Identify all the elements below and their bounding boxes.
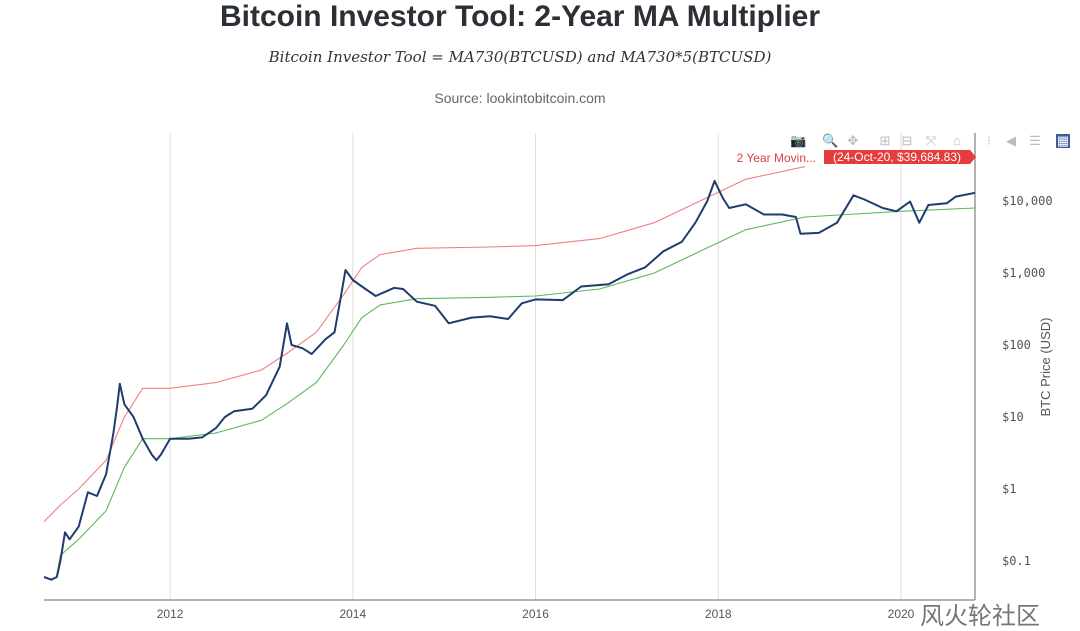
watermark: 风火轮社区 (920, 602, 1040, 630)
hover-closest-icon[interactable]: ◀ (1006, 133, 1016, 148)
x-tick-label: 2018 (705, 607, 732, 621)
plotly-logo-icon[interactable]: ▦ (1056, 133, 1070, 148)
zoom-in-icon[interactable]: ⊞ (879, 133, 891, 148)
formula: Bitcoin Investor Tool = MA730(BTCUSD) an… (268, 48, 772, 66)
pan-icon[interactable]: ✥ (847, 133, 859, 148)
series-2-year-moving-average-x5 (43, 166, 806, 523)
y-tick-label: $1,000 (1002, 266, 1045, 280)
y-tick-label: $0.1 (1002, 554, 1031, 568)
y-tick-label: $100 (1002, 338, 1031, 352)
y-tick-label: $10,000 (1002, 194, 1053, 208)
x-tick-label: 2012 (157, 607, 184, 621)
chart-title: Bitcoin Investor Tool: 2-Year MA Multipl… (219, 0, 821, 33)
camera-icon[interactable]: 📷 (790, 133, 807, 148)
x-tick-label: 2016 (522, 607, 549, 621)
x-tick-label: 2014 (339, 607, 366, 621)
y-tick-label: $1 (1002, 482, 1016, 496)
source-text: Source: lookintobitcoin.com (434, 90, 606, 106)
y-tick-label: $10 (1002, 410, 1024, 424)
y-axis-title: BTC Price (USD) (1038, 318, 1053, 417)
reset-icon[interactable]: ⌂ (953, 133, 961, 148)
hover-label-box (824, 150, 976, 164)
series-2-year-moving-average (56, 207, 976, 576)
hover-label-text: (24-Oct-20, $39,684.83) (833, 150, 961, 164)
hover-series-label: 2 Year Movin... (737, 151, 816, 165)
x-tick-label: 2020 (888, 607, 915, 621)
series-btc-price (43, 179, 976, 581)
autoscale-icon[interactable]: ⤧ (925, 133, 937, 148)
spike-icon[interactable]: ⁝ (986, 133, 992, 148)
zoom-out-icon[interactable]: ⊟ (901, 133, 913, 148)
zoom-icon[interactable]: 🔍 (822, 133, 839, 148)
hover-compare-icon[interactable]: ☰ (1029, 133, 1041, 148)
